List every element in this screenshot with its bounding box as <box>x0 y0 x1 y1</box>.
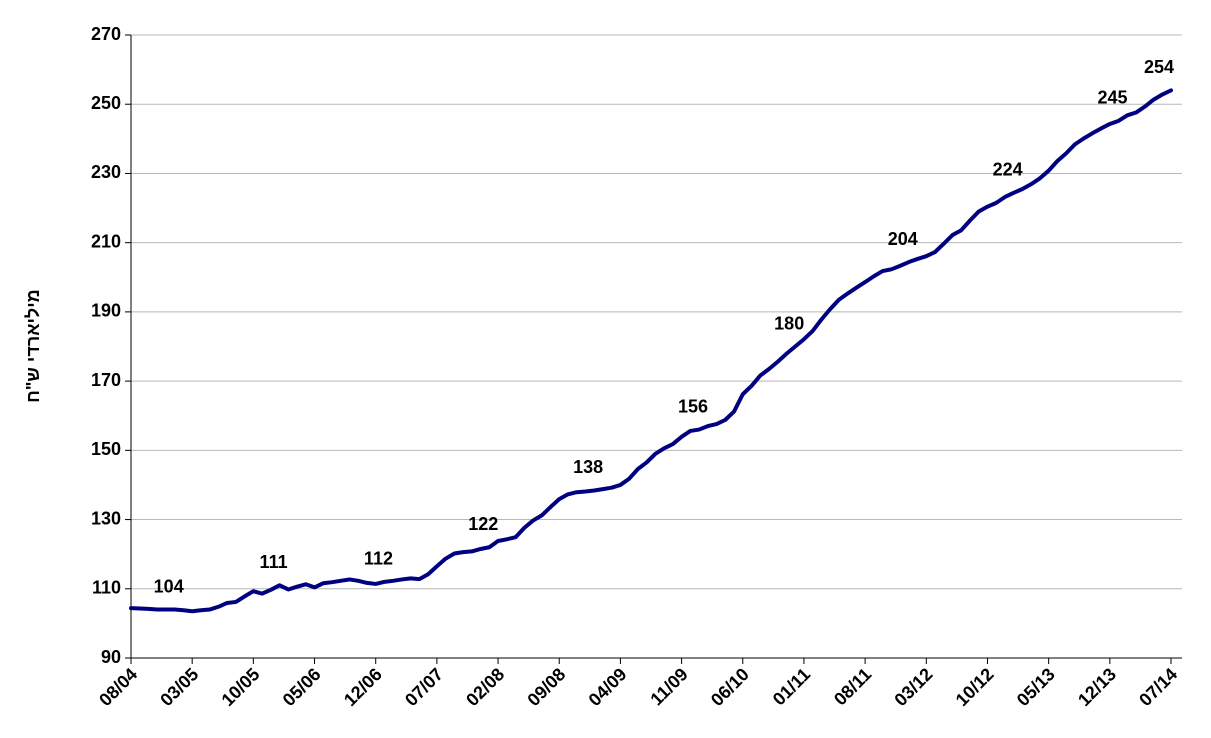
data-label: 104 <box>154 576 184 596</box>
data-line <box>129 88 1173 614</box>
x-tick-label: 07/14 <box>1135 664 1181 710</box>
y-tick-label: 110 <box>92 578 121 598</box>
x-tick-label: 02/08 <box>462 664 508 710</box>
x-tick-label: 10/05 <box>218 664 264 710</box>
y-axis-label: מיליארדי ש"ח <box>23 289 43 402</box>
x-tick-label: 03/12 <box>890 664 936 710</box>
y-tick-label: 210 <box>91 231 121 251</box>
x-tick-label: 12/06 <box>340 664 386 710</box>
data-label: 112 <box>364 549 393 569</box>
y-tick-label: 150 <box>91 439 121 459</box>
data-label: 254 <box>1144 57 1174 77</box>
x-tick-label: 01/11 <box>769 664 814 709</box>
x-tick-label: 08/11 <box>830 664 875 709</box>
data-label: 245 <box>1098 88 1128 108</box>
x-tick-label: 07/07 <box>401 664 447 710</box>
data-label: 138 <box>573 457 603 477</box>
y-tick-label: 250 <box>91 93 121 113</box>
data-label: 111 <box>260 552 288 572</box>
y-tick-label: 190 <box>91 301 121 321</box>
x-tick-label: 08/04 <box>95 664 141 710</box>
data-label: 204 <box>888 229 918 249</box>
data-label: 180 <box>774 313 804 333</box>
y-tick-label: 90 <box>101 647 121 667</box>
x-tick-label: 05/06 <box>279 664 325 710</box>
x-tick-label: 11/09 <box>646 664 691 709</box>
data-label: 156 <box>678 396 708 416</box>
y-tick-label: 270 <box>91 24 121 44</box>
data-label: 224 <box>993 160 1023 180</box>
x-tick-label: 04/09 <box>585 664 631 710</box>
y-tick-label: 130 <box>91 508 121 528</box>
x-tick-label: 10/12 <box>952 664 998 710</box>
y-tick-label: 230 <box>91 162 121 182</box>
data-label: 122 <box>468 514 498 534</box>
x-tick-label: 12/13 <box>1074 664 1120 710</box>
x-tick-label: 03/05 <box>156 664 202 710</box>
x-tick-label: 05/13 <box>1013 664 1059 710</box>
x-tick-label: 09/08 <box>523 664 569 710</box>
y-tick-label: 170 <box>91 370 121 390</box>
x-tick-label: 06/10 <box>707 664 753 710</box>
